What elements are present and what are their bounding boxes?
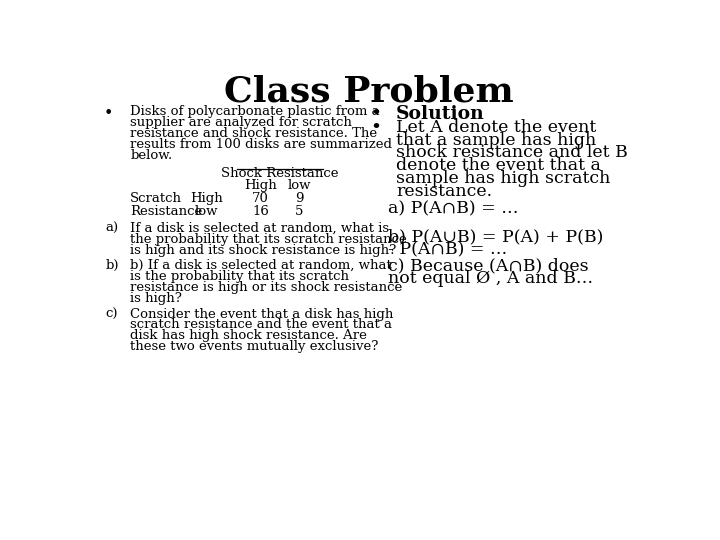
Text: below.: below. (130, 148, 173, 161)
Text: resistance.: resistance. (396, 183, 492, 200)
Text: not equal Ø , A and B…: not equal Ø , A and B… (388, 269, 593, 287)
Text: sample has high scratch: sample has high scratch (396, 170, 611, 187)
Text: Solution: Solution (396, 105, 485, 123)
Text: the probability that its scratch resistance: the probability that its scratch resista… (130, 233, 407, 246)
Text: low: low (194, 205, 218, 218)
Text: shock resistance and let B: shock resistance and let B (396, 145, 628, 161)
Text: - P(A∩B) = …: - P(A∩B) = … (388, 241, 508, 258)
Text: a) P(A∩B) = …: a) P(A∩B) = … (388, 200, 519, 217)
Text: Resistance: Resistance (130, 205, 202, 218)
Text: Disks of polycarbonate plastic from a: Disks of polycarbonate plastic from a (130, 105, 380, 118)
Text: 70: 70 (252, 192, 269, 205)
Text: resistance and shock resistance. The: resistance and shock resistance. The (130, 127, 377, 140)
Text: Let A denote the event: Let A denote the event (396, 119, 596, 136)
Text: supplier are analyzed for scratch: supplier are analyzed for scratch (130, 116, 352, 129)
Text: resistance is high or its shock resistance: resistance is high or its shock resistan… (130, 281, 402, 294)
Text: denote the event that a: denote the event that a (396, 157, 601, 174)
Text: a): a) (106, 222, 119, 235)
Text: Shock Resistance: Shock Resistance (221, 167, 338, 180)
Text: is high and its shock resistance is high?: is high and its shock resistance is high… (130, 244, 397, 256)
Text: disk has high shock resistance. Are: disk has high shock resistance. Are (130, 329, 367, 342)
Text: Scratch: Scratch (130, 192, 182, 205)
Text: is high?: is high? (130, 292, 182, 305)
Text: High: High (244, 179, 277, 192)
Text: 5: 5 (295, 205, 303, 218)
Text: b): b) (106, 259, 119, 272)
Text: b) If a disk is selected at random, what: b) If a disk is selected at random, what (130, 259, 392, 272)
Text: •: • (371, 105, 382, 123)
Text: If a disk is selected at random, what is: If a disk is selected at random, what is (130, 222, 390, 235)
Text: results from 100 disks are summarized: results from 100 disks are summarized (130, 138, 392, 151)
Text: is the probability that its scratch: is the probability that its scratch (130, 270, 349, 283)
Text: •: • (371, 119, 382, 137)
Text: low: low (287, 179, 311, 192)
Text: that a sample has high: that a sample has high (396, 132, 596, 149)
Text: these two events mutually exclusive?: these two events mutually exclusive? (130, 340, 379, 353)
Text: High: High (190, 192, 222, 205)
Text: •: • (104, 105, 113, 122)
Text: scratch resistance and the event that a: scratch resistance and the event that a (130, 319, 392, 332)
Text: c) Because (A∩B) does: c) Because (A∩B) does (388, 257, 589, 274)
Text: Class Problem: Class Problem (224, 74, 514, 108)
Text: b) P(A∪B) = P(A) + P(B): b) P(A∪B) = P(A) + P(B) (388, 228, 604, 245)
Text: 9: 9 (295, 192, 304, 205)
Text: 16: 16 (252, 205, 269, 218)
Text: Consider the event that a disk has high: Consider the event that a disk has high (130, 307, 394, 321)
Text: c): c) (106, 307, 118, 321)
